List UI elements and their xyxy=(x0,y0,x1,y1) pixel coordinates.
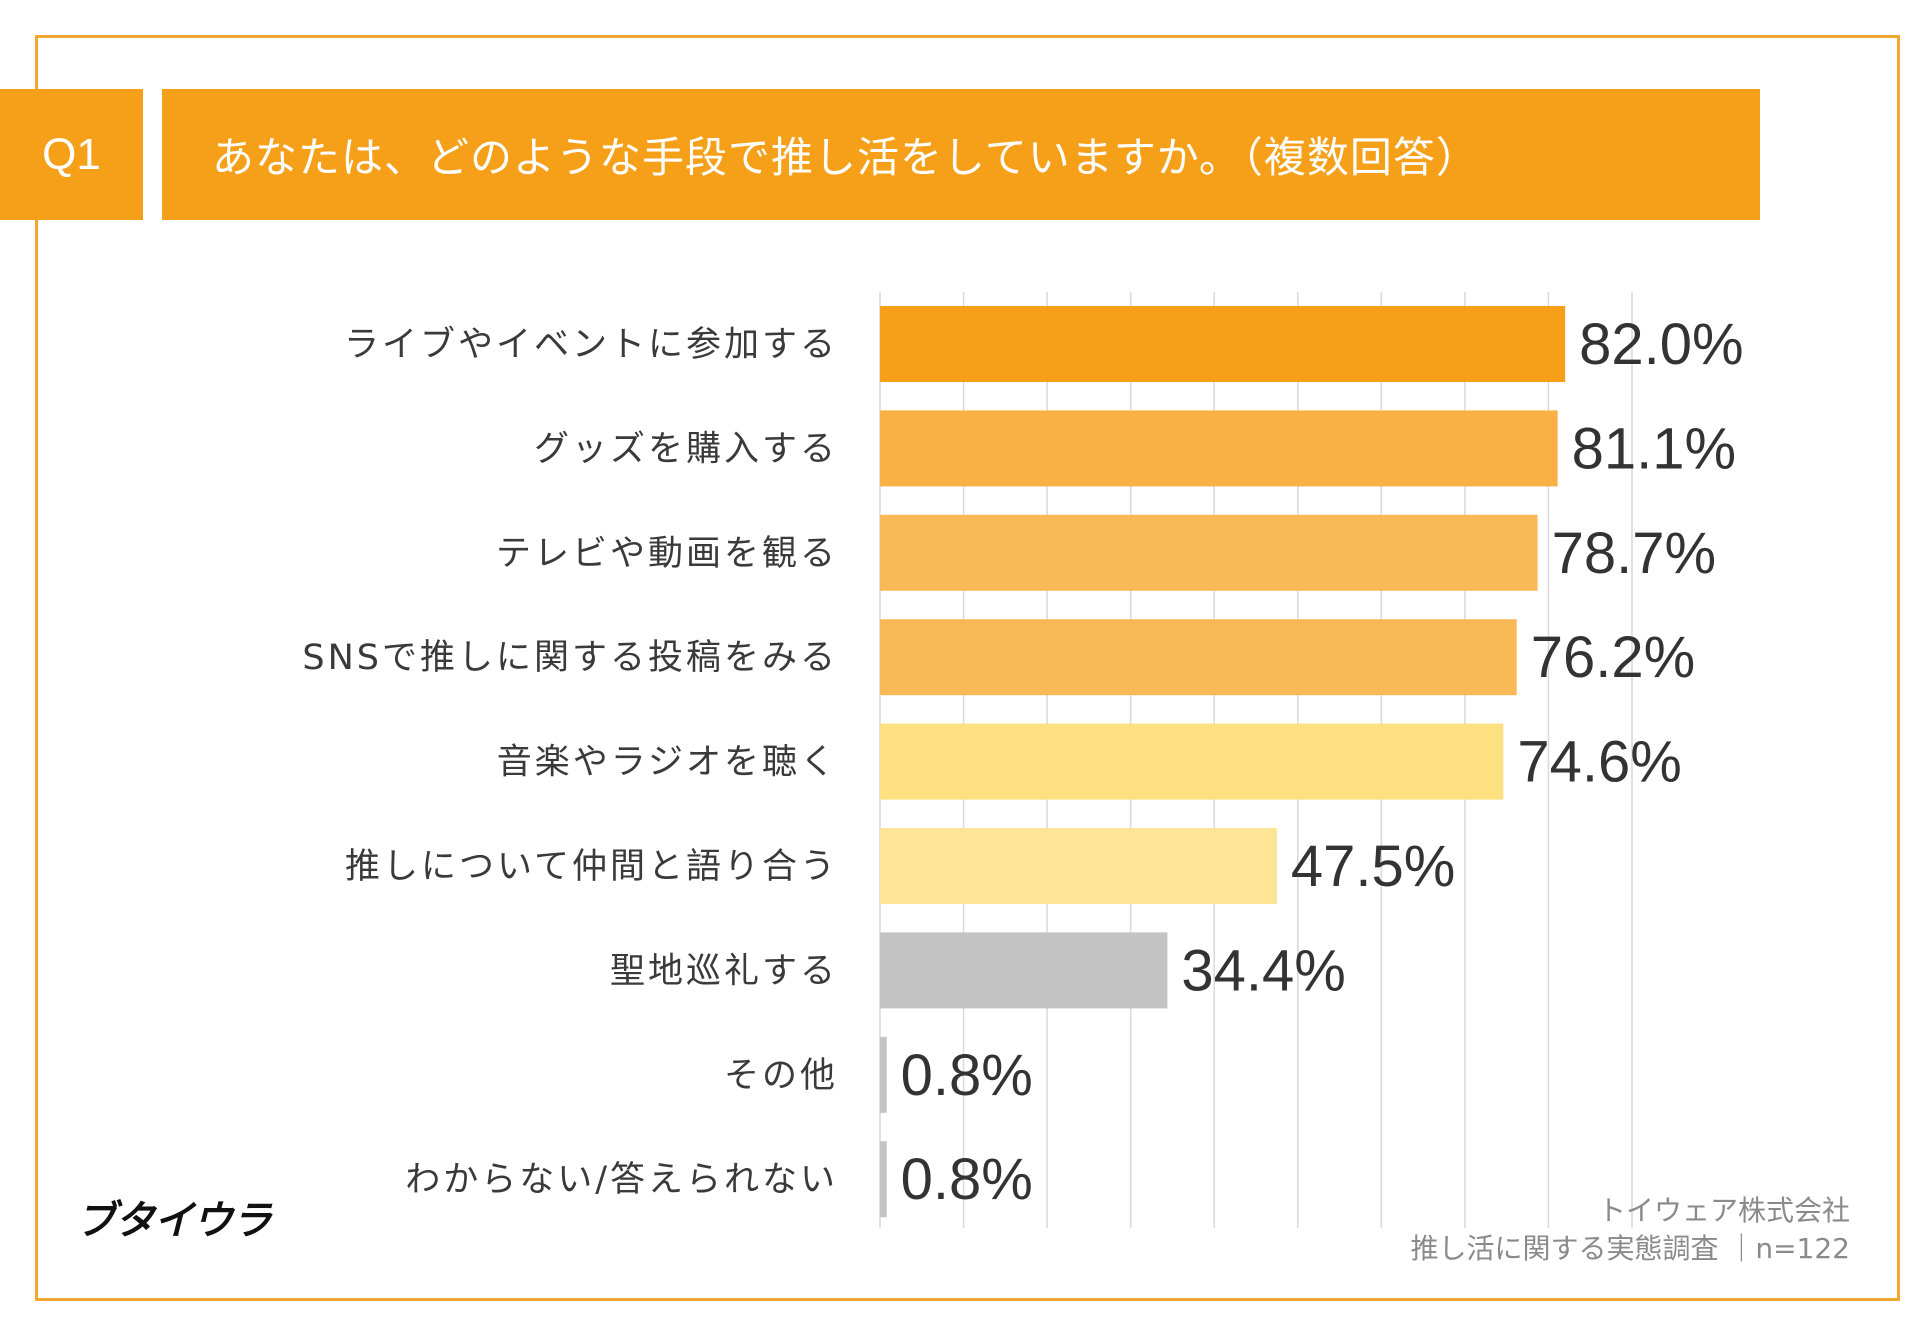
question-title-bar: あなたは、どのような手段で推し活をしていますか。（複数回答） xyxy=(162,89,1760,220)
value-label: 78.7% xyxy=(1552,521,1716,586)
bar xyxy=(880,723,1504,800)
value-label: 47.5% xyxy=(1291,834,1455,899)
question-title: あなたは、どのような手段で推し活をしていますか。（複数回答） xyxy=(212,133,1479,182)
value-label: 81.1% xyxy=(1572,416,1736,481)
bar xyxy=(880,828,1277,904)
footnote: トイウェア株式会社 推し活に関する実態調査 ｜n=122 xyxy=(1410,1192,1850,1268)
category-label: SNSで推しに関する投稿をみる xyxy=(302,638,838,678)
bar xyxy=(880,619,1517,696)
value-label: 82.0% xyxy=(1579,312,1743,377)
category-label: ライブやイベントに参加する xyxy=(344,325,838,365)
value-label: 0.8% xyxy=(901,1147,1033,1212)
category-label: その他 xyxy=(724,1056,838,1096)
question-number-badge: Q1 xyxy=(0,89,143,220)
category-label: 推しについて仲間と語り合う xyxy=(345,847,838,887)
footnote-survey: 推し活に関する実態調査 ｜n=122 xyxy=(1410,1232,1850,1265)
value-label: 74.6% xyxy=(1517,730,1681,795)
bar xyxy=(880,1036,887,1113)
category-label: グッズを購入する xyxy=(534,429,838,469)
bar xyxy=(880,932,1168,1009)
question-number: Q1 xyxy=(42,129,101,179)
category-label: テレビや動画を観る xyxy=(496,534,838,574)
value-label: 76.2% xyxy=(1531,625,1695,690)
footnote-company: トイウェア株式会社 xyxy=(1597,1194,1850,1227)
value-label: 0.8% xyxy=(901,1043,1033,1108)
category-label: 音楽やラジオを聴く xyxy=(497,743,838,783)
bar xyxy=(880,306,1566,382)
category-label: 聖地巡礼する xyxy=(610,951,838,991)
bar xyxy=(880,1141,887,1218)
value-label: 34.4% xyxy=(1181,938,1345,1003)
brand-logo: ブタイウラ xyxy=(76,1198,272,1244)
chart-frame xyxy=(35,35,1900,1301)
bar xyxy=(880,514,1538,591)
bar xyxy=(880,410,1558,487)
category-label: わからない/答えられない xyxy=(405,1160,838,1200)
